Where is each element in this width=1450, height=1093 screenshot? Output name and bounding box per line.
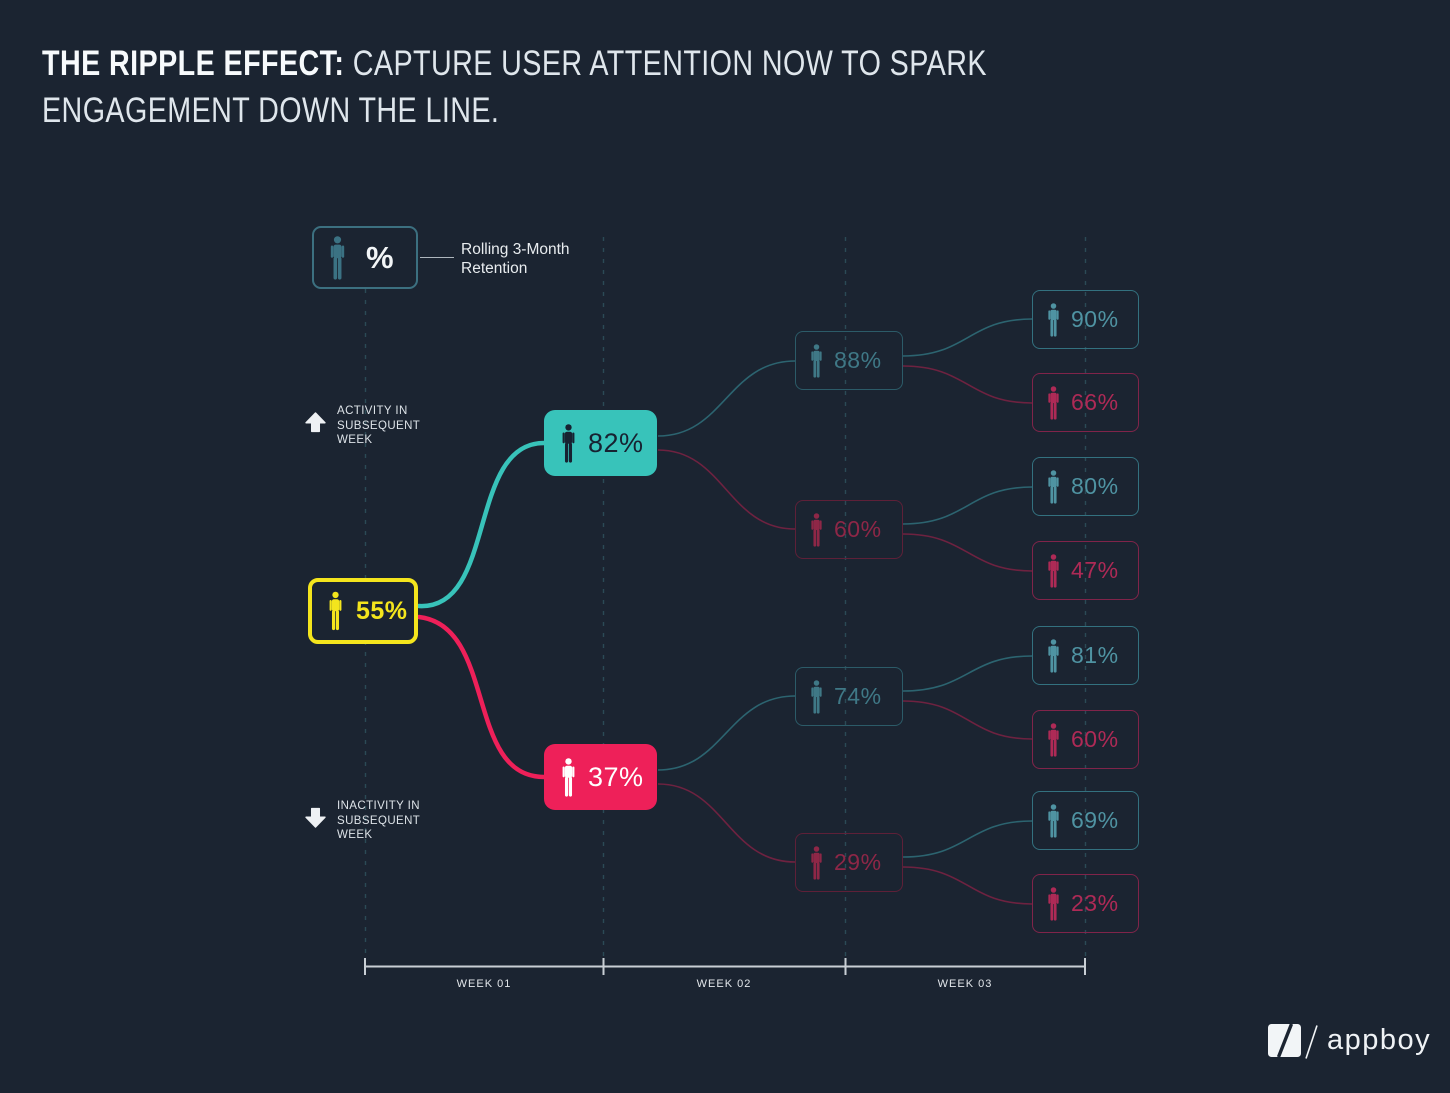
title-line1-rest: CAPTURE USER ATTENTION NOW TO SPARK: [352, 44, 987, 83]
branch-60-to-80: [902, 486, 1033, 525]
person-icon: [561, 423, 576, 464]
retention-value: 47%: [1071, 557, 1119, 583]
node-week2-active-88: 88%: [795, 331, 903, 390]
node-week2-inactive-60: 60%: [795, 500, 903, 559]
node-week2-active-74: 74%: [795, 667, 903, 726]
retention-value: 37%: [588, 761, 644, 792]
appboy-logo-icon: [1268, 1023, 1318, 1059]
person-icon: [1047, 303, 1060, 337]
axis-label-week-02: WEEK 02: [696, 978, 752, 990]
appboy-logo-text: appboy: [1327, 1023, 1432, 1056]
node-week3-inactive-47: 47%: [1032, 541, 1139, 600]
person-icon: [810, 513, 823, 547]
branch-82-to-60: [657, 449, 796, 530]
legend-connector-line: [420, 257, 454, 258]
retention-value: 66%: [1071, 389, 1119, 415]
person-icon: [1047, 554, 1060, 588]
title-line-2: ENGAGEMENT DOWN THE LINE.: [42, 91, 500, 130]
person-icon: [561, 757, 576, 798]
branch-29-to-23: [902, 866, 1033, 905]
node-week3-active-80: 80%: [1032, 457, 1139, 516]
node-week3-active-90: 90%: [1032, 290, 1139, 349]
retention-value: 90%: [1071, 306, 1119, 332]
arrow-up-icon: [305, 412, 326, 433]
person-icon: [1047, 887, 1060, 921]
activity-annotation: ACTIVITY IN SUBSEQUENT WEEK: [337, 405, 421, 446]
axis-label-week-03: WEEK 03: [937, 978, 993, 990]
person-icon: [1047, 804, 1060, 838]
legend-box: %: [312, 226, 418, 289]
node-week3-inactive-66: 66%: [1032, 373, 1139, 432]
title-line-1: THE RIPPLE EFFECT: CAPTURE USER ATTENTIO…: [42, 40, 993, 87]
node-week1-active-82: 82%: [544, 410, 657, 476]
branch-55-to-37: [416, 614, 547, 780]
title-lead: THE RIPPLE EFFECT:: [42, 44, 345, 83]
node-root-55: 55%: [308, 578, 418, 644]
retention-value: 60%: [834, 516, 882, 542]
branch-74-to-81: [902, 655, 1033, 692]
retention-value: 69%: [1071, 807, 1119, 833]
person-icon: [810, 846, 823, 880]
node-week3-active-81: 81%: [1032, 626, 1139, 685]
person-icon: [1047, 639, 1060, 673]
branch-74-to-60: [902, 700, 1033, 740]
page-title: THE RIPPLE EFFECT: CAPTURE USER ATTENTIO…: [42, 40, 993, 134]
branch-60-to-47: [902, 533, 1033, 572]
person-icon: [1047, 386, 1060, 420]
branch-55-to-82: [416, 440, 547, 609]
node-week3-active-69: 69%: [1032, 791, 1139, 850]
retention-value: 88%: [834, 347, 882, 373]
retention-value: 82%: [588, 427, 644, 458]
retention-value: 60%: [1071, 726, 1119, 752]
branch-88-to-66: [902, 365, 1033, 404]
appboy-logo: appboy: [1268, 1020, 1431, 1060]
node-week3-inactive-23: 23%: [1032, 874, 1139, 933]
percent-symbol: %: [366, 239, 394, 275]
retention-value: 74%: [834, 683, 882, 709]
person-icon: [810, 680, 823, 714]
node-week1-inactive-37: 37%: [544, 744, 657, 810]
person-icon: [329, 236, 346, 280]
node-week3-inactive-60: 60%: [1032, 710, 1139, 769]
retention-value: 29%: [834, 849, 882, 875]
branch-37-to-74: [657, 695, 796, 771]
person-icon: [1047, 723, 1060, 757]
branch-82-to-88: [657, 360, 796, 437]
branch-88-to-90: [902, 318, 1033, 357]
person-icon: [328, 591, 343, 631]
retention-value: 55%: [356, 596, 408, 625]
retention-value: 23%: [1071, 890, 1119, 916]
inactivity-annotation: INACTIVITY IN SUBSEQUENT WEEK: [337, 800, 421, 841]
node-week2-inactive-29: 29%: [795, 833, 903, 892]
retention-value: 81%: [1071, 642, 1119, 668]
person-icon: [1047, 470, 1060, 504]
retention-value: 80%: [1071, 473, 1119, 499]
arrow-down-icon: [305, 807, 326, 828]
branch-29-to-69: [902, 820, 1033, 858]
axis-label-week-01: WEEK 01: [456, 978, 512, 990]
branch-37-to-29: [657, 783, 796, 863]
person-icon: [810, 344, 823, 378]
legend-label: Rolling 3-Month Retention: [461, 241, 570, 277]
